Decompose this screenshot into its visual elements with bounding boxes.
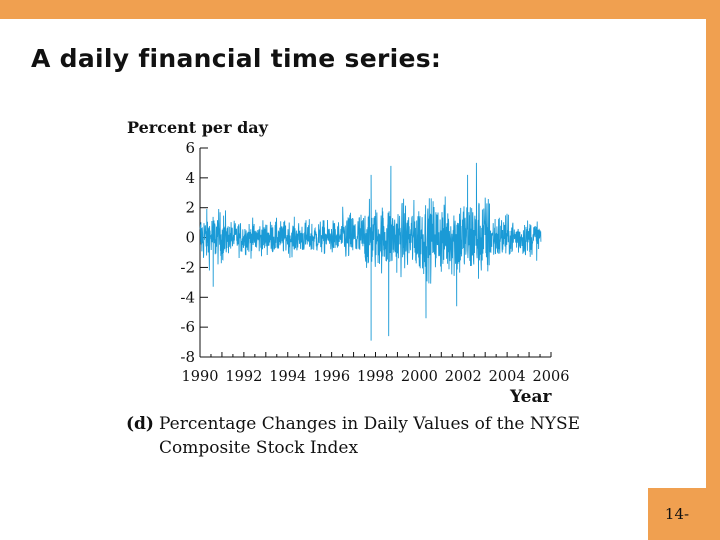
caption-line-1: Percentage Changes in Daily Values of th…	[159, 414, 580, 434]
x-tick-label: 2006	[533, 369, 570, 385]
page-number-badge: 14-	[648, 488, 706, 540]
x-tick-label: 1998	[357, 369, 394, 385]
caption-label: (d)	[126, 414, 154, 434]
x-tick-label: 2004	[489, 369, 526, 385]
y-tick-label: -8	[180, 348, 195, 366]
y-tick-label: 2	[185, 199, 195, 217]
x-tick-label: 2002	[445, 369, 482, 385]
y-axis-label: Percent per day	[127, 118, 269, 137]
slide-title: A daily financial time series:	[31, 44, 442, 73]
x-tick-label: 1992	[225, 369, 262, 385]
x-tick-label: 1996	[313, 369, 350, 385]
caption-line-2: Composite Stock Index	[159, 438, 358, 458]
x-tick-label: 1990	[182, 369, 219, 385]
series-group	[199, 162, 542, 341]
y-tick-label: -2	[180, 258, 195, 276]
y-tick-label: 4	[185, 169, 195, 187]
x-tick-label: 2000	[401, 369, 438, 385]
y-tick-label: -6	[180, 318, 195, 336]
x-axis-ticks: 1990 1992 1994 1996 1998 2000 2002 2004 2006	[182, 352, 570, 385]
x-tick-label: 1994	[269, 369, 306, 385]
right-accent-bar	[706, 19, 720, 540]
x-axis-label: Year	[509, 387, 552, 407]
top-accent-bar	[0, 0, 720, 19]
y-tick-label: 6	[185, 139, 195, 157]
page-number: 14-	[664, 505, 690, 523]
y-tick-label: -4	[180, 288, 195, 306]
series-line	[199, 162, 542, 341]
y-tick-label: 0	[185, 229, 195, 247]
